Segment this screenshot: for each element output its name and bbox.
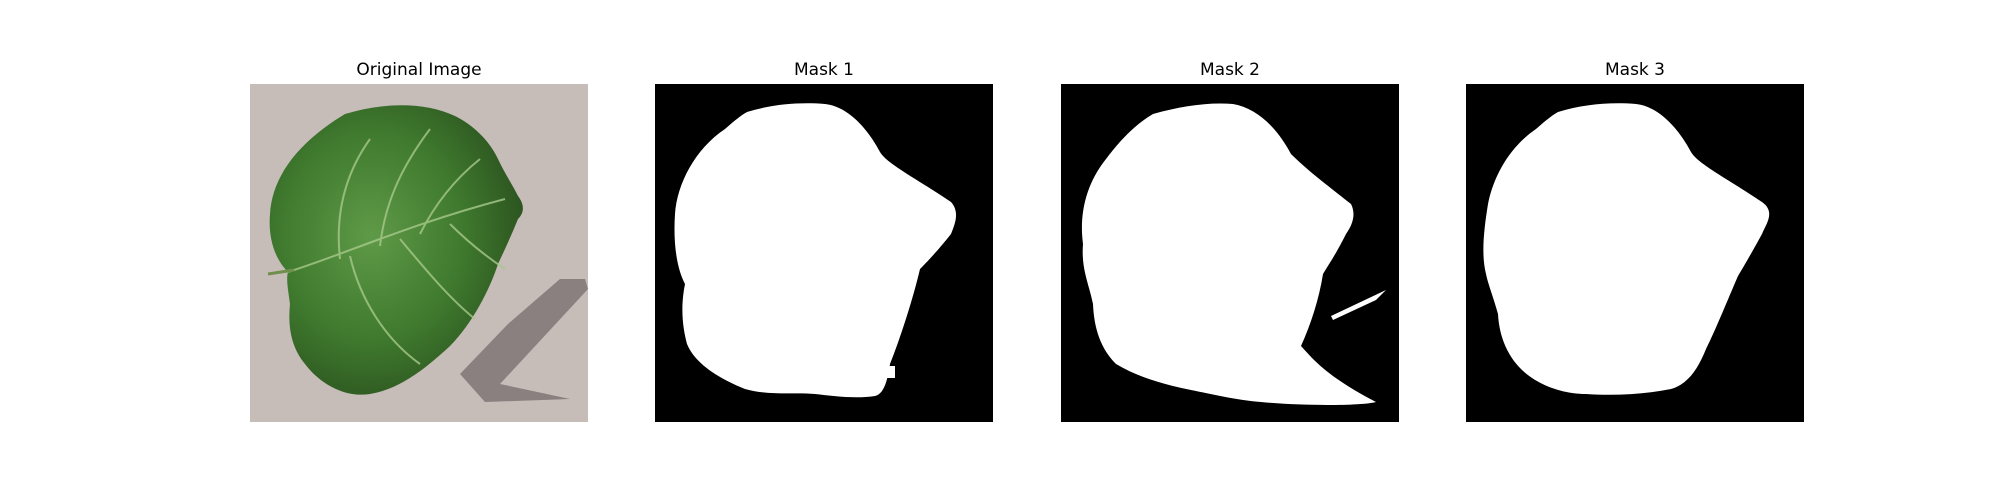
leaf-photo bbox=[250, 84, 588, 422]
panel-title-mask-3: Mask 3 bbox=[1604, 60, 1665, 80]
mask-3-region bbox=[1483, 103, 1770, 395]
mask-2 bbox=[1061, 84, 1399, 422]
mask-1-region bbox=[674, 103, 957, 398]
panel-title-mask-1: Mask 1 bbox=[793, 60, 854, 80]
mask-2-image bbox=[1061, 84, 1399, 422]
leaf-shadow bbox=[460, 279, 588, 402]
mask-3 bbox=[1466, 84, 1804, 422]
mask-3-image bbox=[1466, 84, 1804, 422]
panel-title-original-image: Original Image bbox=[356, 60, 482, 80]
panel-title-mask-2: Mask 2 bbox=[1199, 60, 1260, 80]
mask-1-image bbox=[655, 84, 993, 422]
mask-2-region bbox=[1081, 103, 1376, 406]
original-image bbox=[250, 84, 588, 422]
mask-1 bbox=[655, 84, 993, 422]
leaf-veins bbox=[287, 128, 506, 365]
